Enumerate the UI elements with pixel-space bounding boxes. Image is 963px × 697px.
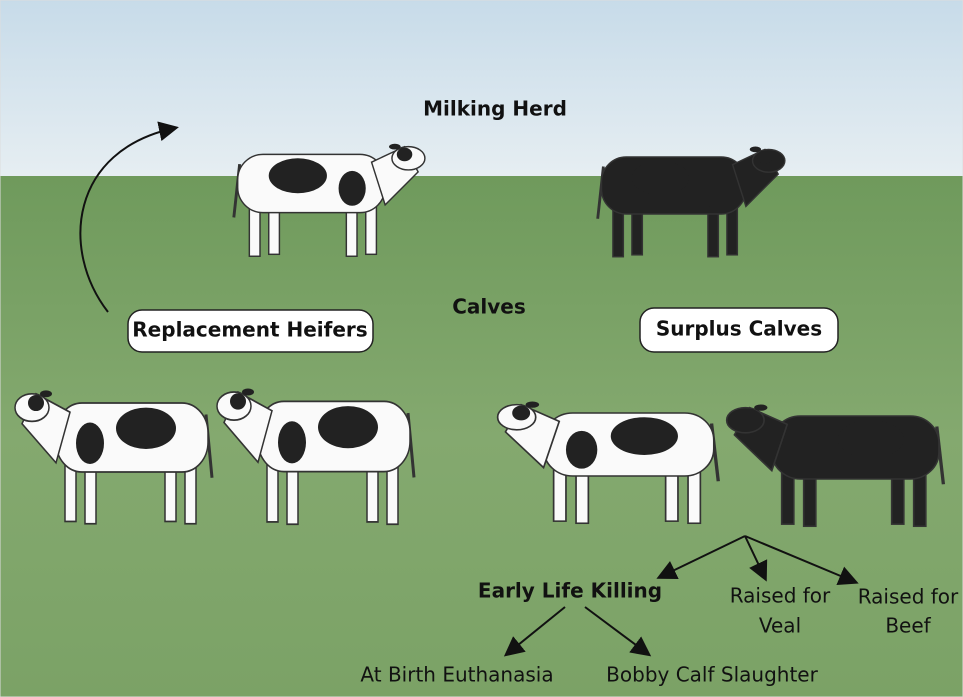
outcome: At Birth Euthanasia [360, 663, 553, 687]
sky [0, 0, 963, 176]
group-label: Replacement Heifers [132, 318, 367, 342]
outcome: Raised for [858, 585, 959, 609]
heading: Milking Herd [423, 97, 567, 121]
outcome: Raised for [730, 584, 831, 608]
diagram: Milking Herd Calves Replacement Heifers … [0, 0, 963, 697]
outcome: Bobby Calf Slaughter [606, 663, 818, 687]
outcome: Beef [885, 614, 931, 638]
group-label: Surplus Calves [656, 317, 822, 341]
outcome: Early Life Killing [478, 579, 662, 603]
heading: Calves [452, 295, 526, 319]
outcome: Veal [759, 614, 801, 638]
